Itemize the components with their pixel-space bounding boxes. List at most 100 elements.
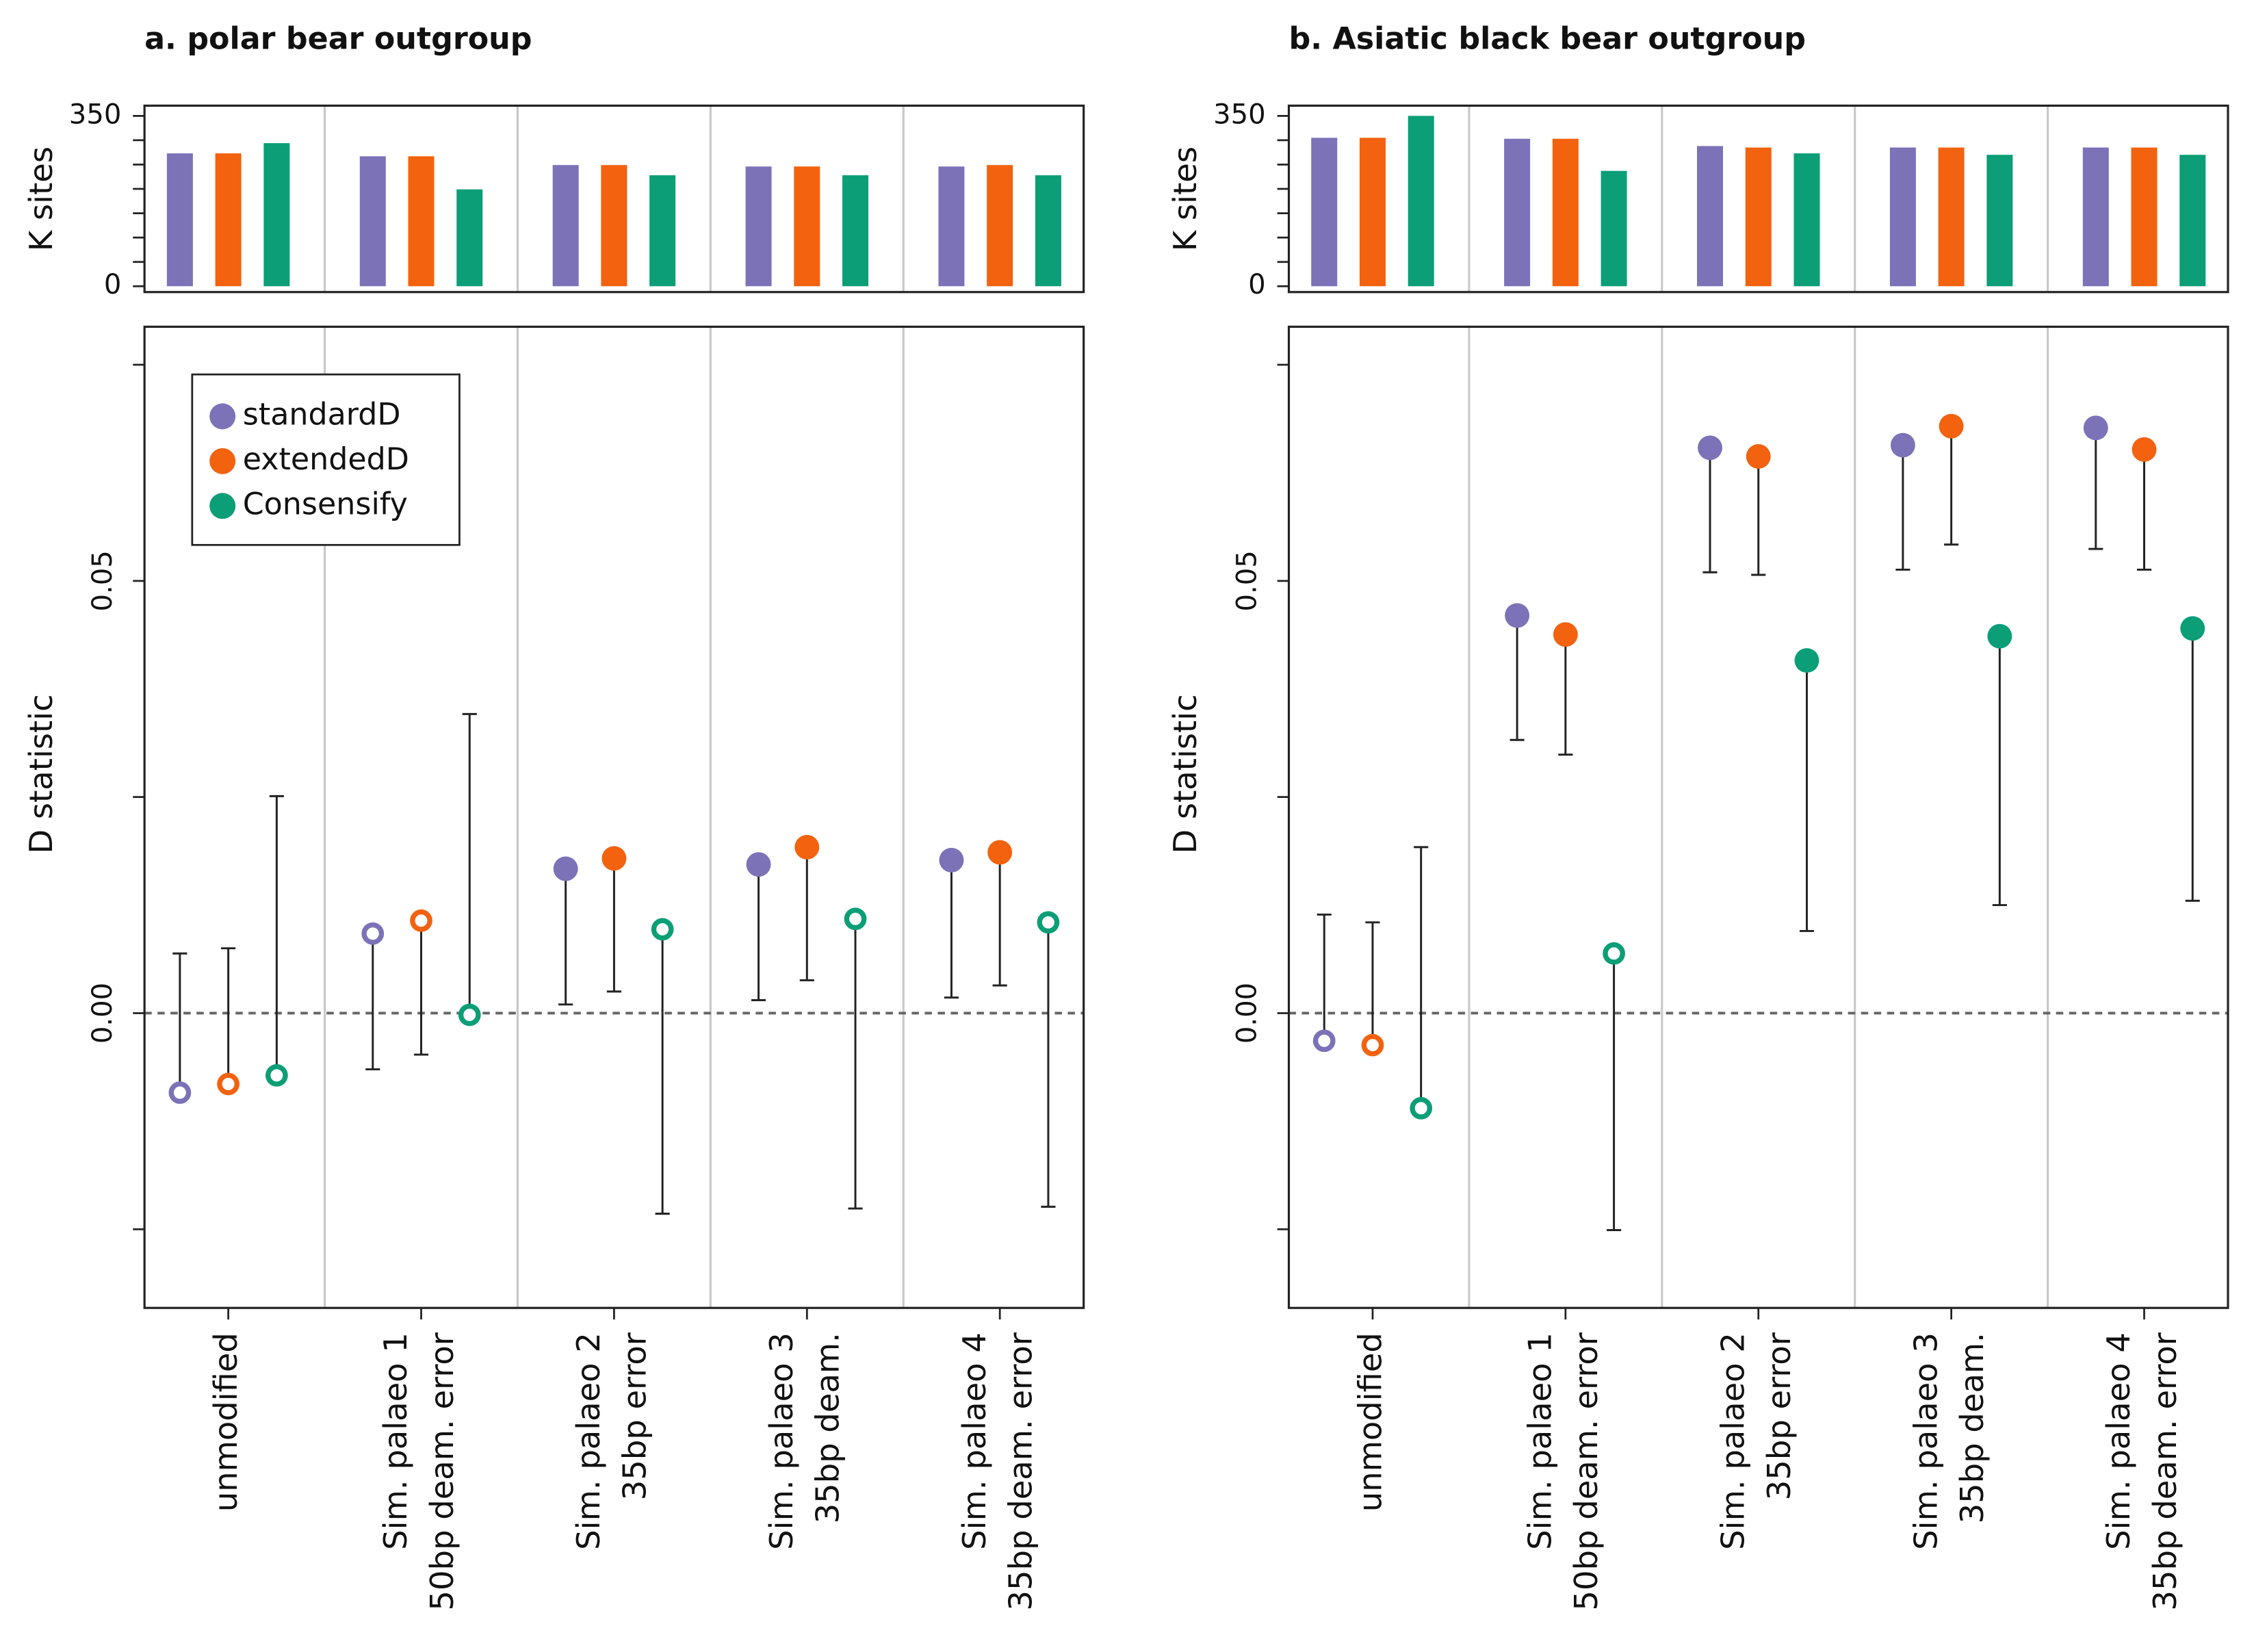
legend-marker xyxy=(209,403,236,430)
point-filled xyxy=(1553,622,1578,647)
bar xyxy=(649,175,676,287)
x-tick-label: Sim. palaeo 1 xyxy=(1522,1332,1559,1550)
y-tick-label: 0 xyxy=(104,269,122,300)
bar xyxy=(1601,170,1627,287)
y-tick-label: 350 xyxy=(1213,99,1266,130)
point-open xyxy=(168,1081,192,1105)
point-filled xyxy=(939,847,964,873)
y-tick-label: 0.05 xyxy=(1231,550,1262,611)
point-filled xyxy=(1794,648,1819,673)
point-open xyxy=(458,1003,481,1027)
point-open xyxy=(1603,942,1625,965)
point-filled xyxy=(1698,435,1722,461)
point-filled xyxy=(746,852,771,877)
bar xyxy=(1035,175,1061,287)
bar xyxy=(1504,138,1531,287)
plot-frame xyxy=(143,325,1085,1309)
point-filled xyxy=(794,834,820,860)
bar xyxy=(552,165,579,287)
x-tick-label: 35bp deam. error xyxy=(2147,1332,2184,1610)
bar xyxy=(2179,155,2206,287)
bar xyxy=(842,175,869,287)
bar xyxy=(215,153,242,287)
bar xyxy=(2082,147,2109,287)
legend-label: Consensify xyxy=(243,487,408,521)
x-tick-label: 35bp deam. xyxy=(1954,1332,1991,1523)
bar xyxy=(2131,147,2158,287)
point-filled xyxy=(1505,603,1530,628)
y-tick-label: 0.00 xyxy=(87,983,118,1044)
point-filled xyxy=(553,856,578,881)
x-tick-label: 35bp deam. error xyxy=(1002,1332,1039,1610)
point-open xyxy=(217,1072,239,1096)
x-tick-label: Sim. palaeo 1 xyxy=(377,1332,414,1550)
point-filled xyxy=(2083,415,2108,441)
panel-title: a. polar bear outgroup xyxy=(144,21,532,56)
x-tick-label: Sim. palaeo 3 xyxy=(1907,1332,1944,1550)
legend-label: extendedD xyxy=(243,442,409,477)
bar xyxy=(938,166,965,287)
bar xyxy=(1745,147,1772,287)
bar xyxy=(1359,138,1386,287)
bar xyxy=(359,156,386,287)
point-open xyxy=(1312,1029,1336,1053)
bar xyxy=(263,143,290,287)
x-tick-label: 50bp deam. error xyxy=(1568,1332,1605,1610)
x-tick-label: 35bp deam. xyxy=(809,1332,846,1523)
bar xyxy=(1697,146,1724,287)
bar xyxy=(1793,153,1820,287)
point-open xyxy=(361,922,385,945)
bar xyxy=(456,189,483,287)
plot-frame xyxy=(143,104,1085,294)
y-axis-label: K sites xyxy=(1167,146,1204,251)
point-open xyxy=(265,1064,288,1087)
point-filled xyxy=(2180,616,2205,641)
panel-title: b. Asiatic black bear outgroup xyxy=(1288,21,1805,56)
y-axis-label: D statistic xyxy=(1167,694,1204,853)
y-tick-label: 350 xyxy=(69,99,122,130)
legend-marker xyxy=(209,448,236,474)
legend-label: standardD xyxy=(243,397,401,432)
y-tick-label: 0 xyxy=(1248,269,1266,300)
plot-frame xyxy=(1287,325,2229,1309)
y-axis-label: D statistic xyxy=(23,694,60,853)
x-tick-label: 35bp error xyxy=(1761,1332,1798,1500)
y-axis-label: K sites xyxy=(23,146,60,251)
bar xyxy=(166,153,193,287)
point-filled xyxy=(1939,413,1964,439)
y-tick-label: 0.00 xyxy=(1231,983,1262,1044)
x-tick-label: Sim. palaeo 2 xyxy=(1714,1332,1751,1550)
x-tick-label: Sim. palaeo 2 xyxy=(570,1332,607,1550)
bar xyxy=(1311,138,1338,287)
x-tick-label: unmodified xyxy=(1351,1332,1388,1512)
y-tick-label: 0.05 xyxy=(87,550,118,611)
point-open xyxy=(844,907,867,931)
point-open xyxy=(410,909,432,932)
point-filled xyxy=(1987,623,2012,649)
bar xyxy=(794,166,820,287)
bar xyxy=(1986,155,2013,287)
bar xyxy=(1408,116,1434,287)
x-tick-label: Sim. palaeo 4 xyxy=(956,1332,993,1550)
plot-frame xyxy=(1287,104,2229,294)
bar xyxy=(1938,147,1965,287)
x-tick-label: 50bp deam. error xyxy=(424,1332,461,1610)
point-filled xyxy=(601,846,627,871)
x-tick-label: Sim. palaeo 4 xyxy=(2100,1332,2137,1550)
bar xyxy=(1889,147,1916,287)
point-filled xyxy=(987,840,1013,865)
point-open xyxy=(1410,1097,1433,1120)
bar xyxy=(1552,138,1579,287)
bar xyxy=(601,165,627,287)
legend-box xyxy=(191,373,461,546)
point-filled xyxy=(2132,437,2157,462)
point-open xyxy=(651,918,674,941)
legend-marker xyxy=(209,493,236,519)
point-open xyxy=(1037,911,1060,934)
x-tick-label: Sim. palaeo 3 xyxy=(763,1332,800,1550)
bar xyxy=(745,166,772,287)
x-tick-label: unmodified xyxy=(207,1332,244,1512)
x-tick-label: 35bp error xyxy=(617,1332,653,1500)
